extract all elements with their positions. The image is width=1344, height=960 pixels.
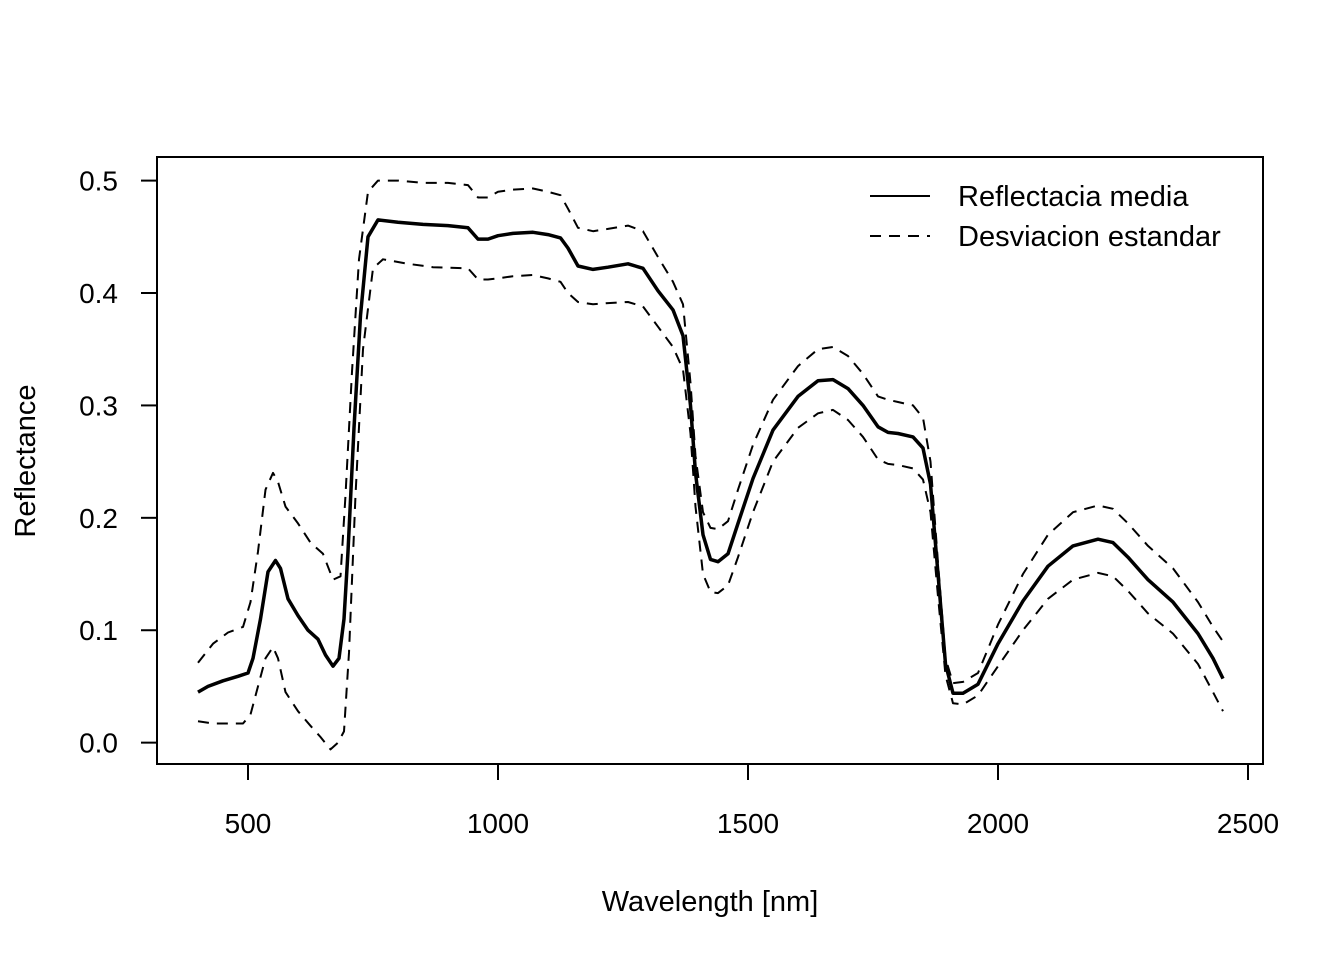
series-std-upper-line	[197, 179, 1224, 685]
x-axis-title: Wavelength [nm]	[602, 886, 819, 918]
y-tick-label: 0.4	[79, 278, 118, 309]
x-tick-label: 500	[225, 808, 272, 839]
x-tick-label: 1500	[717, 808, 779, 839]
series-layer	[197, 179, 1225, 751]
y-tick-label: 0.2	[79, 503, 118, 534]
y-tick-label: 0.1	[79, 615, 118, 646]
y-axis-title: Reflectance	[10, 384, 42, 537]
series-std-lower-line	[197, 258, 1224, 751]
x-tick-label: 1000	[467, 808, 529, 839]
legend: Reflectacia media Desviacion estandar	[870, 181, 1221, 253]
x-axis: 500 1000 1500 2000 2500	[225, 763, 1279, 839]
y-tick-label: 0.3	[79, 390, 118, 421]
y-axis: 0.0 0.1 0.2 0.3 0.4 0.5	[79, 166, 158, 759]
x-tick-label: 2000	[967, 808, 1029, 839]
legend-label-std: Desviacion estandar	[958, 221, 1221, 253]
x-tick-label: 2500	[1217, 808, 1279, 839]
legend-label-mean: Reflectacia media	[958, 181, 1189, 213]
y-tick-label: 0.5	[79, 166, 118, 197]
series-mean-line	[197, 218, 1225, 695]
y-tick-label: 0.0	[79, 728, 118, 759]
